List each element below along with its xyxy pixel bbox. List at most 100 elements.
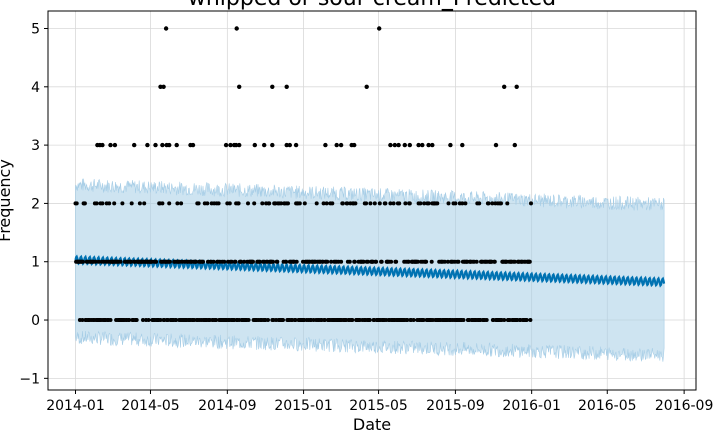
observed-point — [233, 142, 239, 148]
observed-point — [383, 201, 388, 206]
observed-point — [153, 142, 158, 148]
observed-point — [146, 318, 151, 322]
observed-point — [353, 201, 358, 206]
y-tick-label: 2 — [31, 196, 40, 212]
observed-point — [229, 259, 234, 264]
observed-point — [294, 259, 299, 264]
observed-point — [514, 84, 519, 90]
observed-point — [340, 201, 345, 206]
observed-point — [190, 142, 196, 148]
observed-point — [463, 201, 468, 206]
observed-points — [73, 26, 533, 322]
observed-point — [422, 201, 427, 206]
observed-point — [270, 84, 275, 90]
observed-point — [237, 84, 242, 90]
observed-point — [388, 201, 393, 206]
observed-point — [392, 142, 397, 148]
observed-point — [223, 142, 229, 148]
observed-point — [446, 201, 451, 206]
observed-point — [389, 259, 394, 264]
observed-point — [216, 201, 221, 206]
observed-point — [325, 259, 330, 264]
observed-point — [284, 142, 289, 148]
observed-point — [167, 142, 172, 148]
observed-point — [367, 318, 372, 322]
observed-point — [460, 201, 465, 206]
observed-point — [160, 201, 165, 206]
observed-point — [330, 201, 335, 206]
observed-point — [407, 142, 412, 148]
observed-point — [160, 142, 165, 148]
observed-point — [275, 259, 280, 264]
observed-point — [142, 201, 147, 206]
observed-point — [415, 259, 420, 264]
observed-point — [141, 318, 145, 322]
observed-point — [118, 259, 123, 264]
observed-point — [267, 201, 272, 206]
observed-point — [96, 259, 101, 264]
observed-point — [397, 201, 402, 206]
observed-point — [270, 142, 275, 148]
observed-point — [239, 259, 244, 264]
observed-point — [379, 259, 384, 264]
observed-point — [205, 201, 210, 206]
observed-point — [388, 142, 393, 148]
observed-point — [246, 201, 250, 206]
observed-point — [271, 259, 275, 264]
observed-point — [364, 201, 369, 206]
observed-point — [461, 318, 466, 322]
observed-point — [293, 318, 298, 322]
observed-point — [402, 142, 407, 148]
observed-point — [251, 259, 255, 264]
observed-point — [145, 142, 150, 148]
observed-point — [421, 318, 426, 322]
observed-point — [527, 259, 532, 264]
observed-point — [297, 201, 302, 206]
plot-frame — [47, 10, 697, 391]
observed-point — [158, 318, 163, 322]
x-tick-label: 2014-05 — [121, 398, 180, 414]
y-tick-label: 5 — [31, 21, 40, 37]
observed-point — [477, 201, 482, 206]
observed-point — [352, 259, 357, 264]
observed-point — [499, 201, 503, 206]
observed-point — [252, 201, 257, 206]
observed-point — [233, 259, 238, 264]
observed-point — [127, 318, 132, 322]
observed-point — [286, 201, 290, 206]
observed-point — [257, 259, 262, 264]
observed-point — [174, 318, 179, 322]
observed-point — [406, 259, 411, 264]
observed-point — [94, 201, 99, 206]
observed-point — [74, 201, 79, 206]
observed-point — [174, 142, 179, 148]
observed-point — [411, 318, 416, 322]
observed-point — [108, 142, 113, 148]
observed-point — [430, 142, 435, 148]
observed-point — [456, 259, 461, 264]
observed-point — [426, 201, 431, 206]
observed-point — [453, 201, 458, 206]
observed-point — [361, 259, 366, 264]
observed-point — [339, 259, 344, 264]
observed-point — [323, 142, 328, 148]
observed-point — [112, 201, 117, 206]
observed-point — [234, 26, 239, 31]
observed-point — [108, 318, 113, 322]
x-axis-label: Date — [353, 415, 391, 432]
observed-point — [161, 84, 166, 90]
observed-point — [134, 318, 139, 322]
observed-point — [524, 318, 529, 322]
observed-point — [167, 259, 172, 264]
observed-point — [279, 201, 284, 206]
observed-point — [490, 201, 495, 206]
y-tick-label: −1 — [19, 371, 40, 387]
observed-point — [529, 201, 533, 206]
observed-point — [528, 318, 533, 322]
observed-point — [372, 201, 377, 206]
observed-point — [338, 142, 344, 148]
observed-point — [260, 201, 265, 206]
observed-point — [394, 259, 399, 264]
x-axis-ticks: 2014-01 2014-05 2014-09 2015-01 2015-05 2015-… — [46, 390, 713, 414]
